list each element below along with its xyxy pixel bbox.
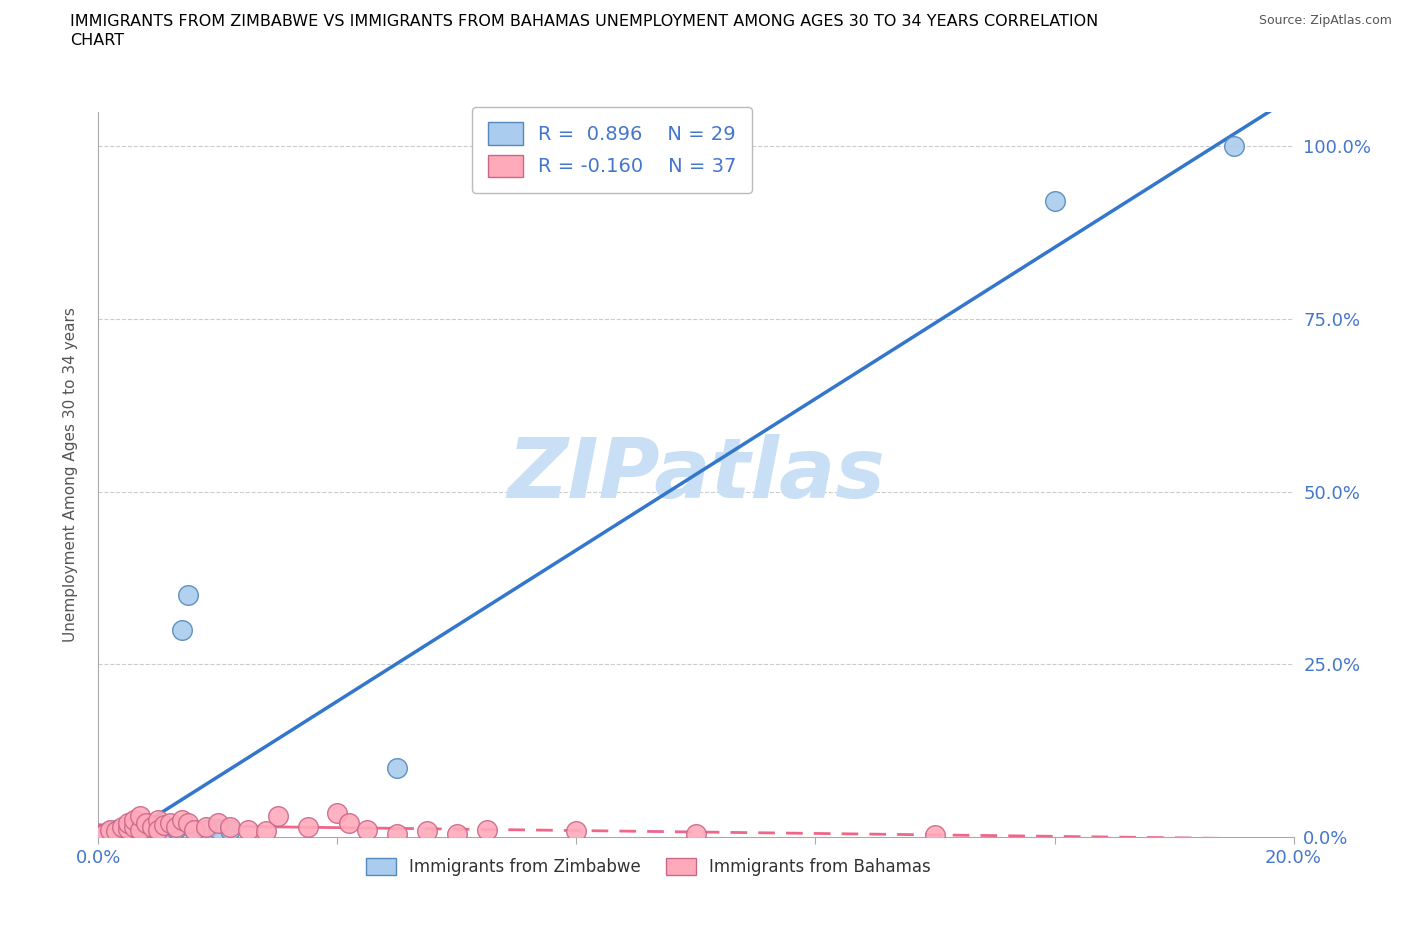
Point <box>129 823 152 838</box>
Point <box>172 622 194 637</box>
Text: ZIPatlas: ZIPatlas <box>508 433 884 515</box>
Point <box>153 824 176 839</box>
Point <box>124 819 146 834</box>
Point <box>124 819 146 834</box>
Point <box>1223 139 1246 153</box>
Point <box>219 819 242 834</box>
Point <box>254 824 277 839</box>
Point <box>685 826 707 841</box>
Point <box>924 828 946 843</box>
Point <box>117 821 139 836</box>
Point <box>236 823 259 838</box>
Point <box>141 819 163 834</box>
Point <box>141 819 163 834</box>
Point <box>177 588 200 603</box>
Point <box>98 823 122 838</box>
Point <box>339 816 361 830</box>
Point <box>135 816 157 830</box>
Point <box>267 809 290 824</box>
Point <box>129 826 152 841</box>
Point <box>93 826 115 841</box>
Point <box>129 824 152 839</box>
Point <box>207 816 229 830</box>
Point <box>105 823 128 838</box>
Point <box>105 824 128 839</box>
Point <box>153 817 176 832</box>
Point <box>111 826 134 841</box>
Legend: Immigrants from Zimbabwe, Immigrants from Bahamas: Immigrants from Zimbabwe, Immigrants fro… <box>359 852 938 883</box>
Point <box>159 816 181 830</box>
Point <box>141 824 163 839</box>
Point <box>172 812 194 827</box>
Point <box>385 826 409 841</box>
Point <box>183 823 205 838</box>
Point <box>129 823 152 838</box>
Point <box>98 824 122 839</box>
Point <box>124 812 146 827</box>
Text: CHART: CHART <box>70 33 124 47</box>
Point <box>117 821 139 836</box>
Y-axis label: Unemployment Among Ages 30 to 34 years: Unemployment Among Ages 30 to 34 years <box>63 307 77 642</box>
Point <box>93 826 115 841</box>
Point <box>446 826 468 841</box>
Point <box>475 823 498 838</box>
Point <box>195 823 218 838</box>
Point <box>565 824 588 839</box>
Point <box>165 819 187 834</box>
Point <box>385 761 409 776</box>
Point <box>195 819 218 834</box>
Point <box>416 824 439 839</box>
Point <box>207 821 229 836</box>
Point <box>326 805 349 820</box>
Point <box>356 823 378 838</box>
Point <box>165 821 187 836</box>
Point <box>117 826 139 841</box>
Point <box>111 819 134 834</box>
Point <box>159 823 181 838</box>
Point <box>183 823 205 838</box>
Text: Source: ZipAtlas.com: Source: ZipAtlas.com <box>1258 14 1392 27</box>
Point <box>129 809 152 824</box>
Point <box>148 823 170 838</box>
Point <box>219 823 242 838</box>
Text: IMMIGRANTS FROM ZIMBABWE VS IMMIGRANTS FROM BAHAMAS UNEMPLOYMENT AMONG AGES 30 T: IMMIGRANTS FROM ZIMBABWE VS IMMIGRANTS F… <box>70 14 1098 29</box>
Point <box>1043 194 1066 209</box>
Point <box>117 816 139 830</box>
Point <box>148 812 170 827</box>
Point <box>124 824 146 839</box>
Point <box>148 823 170 838</box>
Point <box>297 819 319 834</box>
Point <box>148 821 170 836</box>
Point <box>135 821 157 836</box>
Point <box>135 823 157 838</box>
Point <box>177 816 200 830</box>
